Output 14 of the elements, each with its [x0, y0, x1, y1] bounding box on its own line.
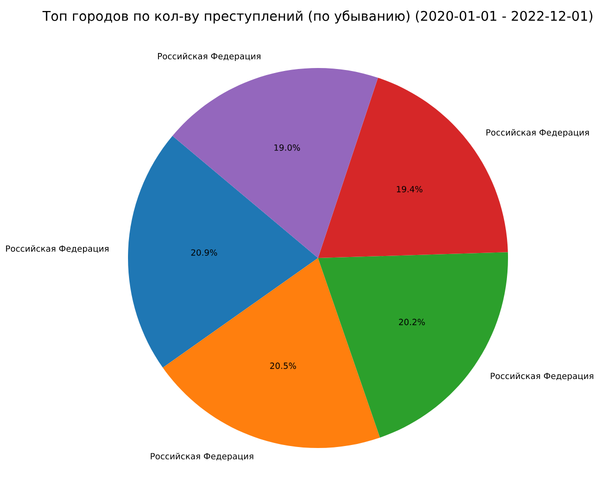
chart-title: Топ городов по кол-ву преступлений (по убыванию) (2020-01-01 - 2022-12-01) [42, 10, 592, 24]
slice-label: Российская Федерация [490, 372, 594, 381]
data-label: 20.9% [191, 249, 218, 256]
slice-label: Российская Федерация [150, 452, 254, 462]
data-label: 19.0% [274, 144, 300, 151]
data-label: 20.2% [399, 318, 425, 326]
data-label: 19.4% [396, 186, 422, 192]
slice-label: Российская Федерация [486, 129, 589, 138]
slice-label: Российская Федерация [6, 245, 108, 254]
pie-slice [128, 136, 318, 368]
pie-slice [172, 68, 378, 258]
data-label: 20.5% [270, 362, 296, 369]
pie-slice [162, 258, 380, 448]
slice-label: Российская Федерация [158, 52, 260, 61]
